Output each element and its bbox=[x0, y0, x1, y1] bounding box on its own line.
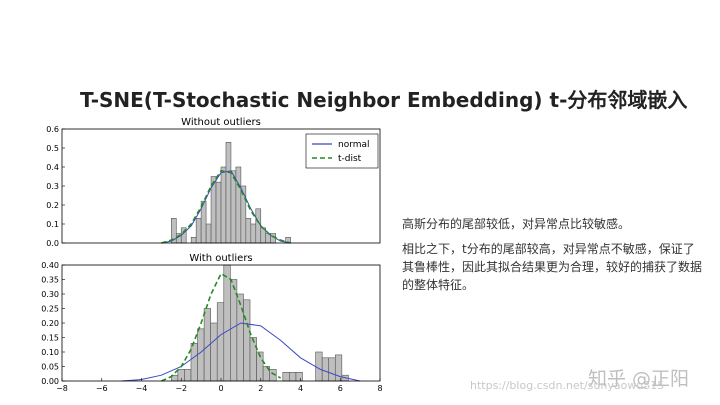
chart-title: Without outliers bbox=[181, 117, 261, 128]
x-tick-label: −6 bbox=[96, 384, 108, 393]
description-t-dist: 相比之下，t分布的尾部较高，对异常点不敏感，保证了其鲁棒性，因此其拟合结果更为合… bbox=[402, 242, 703, 292]
histogram-bar bbox=[295, 371, 303, 382]
histogram-bar bbox=[250, 223, 257, 244]
y-tick-label: 0.1 bbox=[46, 220, 59, 229]
histogram-bar bbox=[220, 166, 227, 244]
histogram-bar bbox=[315, 351, 323, 382]
y-tick-label: 0.00 bbox=[41, 377, 59, 386]
histogram-bar bbox=[282, 371, 290, 382]
histogram-bar bbox=[225, 142, 232, 244]
histogram-bar bbox=[215, 181, 222, 244]
y-tick-label: 0.20 bbox=[41, 319, 59, 328]
histogram-bar bbox=[245, 218, 252, 244]
legend-t-dist-label: t-dist bbox=[338, 154, 362, 164]
x-tick-label: −2 bbox=[175, 384, 187, 393]
y-tick-label: 0.6 bbox=[46, 125, 59, 134]
histogram-bar bbox=[210, 322, 218, 382]
y-tick-label: 0.2 bbox=[46, 201, 59, 210]
histogram-bar bbox=[230, 170, 237, 244]
y-tick-label: 0.35 bbox=[41, 276, 59, 285]
x-tick-label: 4 bbox=[298, 384, 303, 393]
histogram-bar bbox=[249, 337, 257, 382]
histogram-bar bbox=[216, 302, 225, 382]
x-tick-label: 0 bbox=[218, 384, 223, 393]
histogram-bar bbox=[236, 293, 244, 382]
histogram-bar bbox=[321, 357, 330, 382]
y-tick-label: 0.30 bbox=[41, 290, 59, 299]
x-tick-label: 2 bbox=[258, 384, 263, 393]
y-tick-label: 0.0 bbox=[46, 239, 59, 248]
x-tick-label: 8 bbox=[377, 384, 382, 393]
y-tick-label: 0.25 bbox=[41, 305, 59, 314]
description-gaussian: 高斯分布的尾部较低，对异常点比较敏感。 bbox=[402, 217, 631, 231]
y-tick-label: 0.3 bbox=[46, 182, 59, 191]
watermark-brand: 知乎 @正阳 bbox=[588, 368, 690, 390]
histogram-bar bbox=[205, 223, 212, 244]
histogram-bar bbox=[190, 237, 197, 244]
t-dist-curve bbox=[161, 272, 282, 382]
slide-title: T-SNE(T-Stochastic Neighbor Embedding) t… bbox=[80, 88, 688, 112]
histogram-bar bbox=[184, 369, 192, 382]
x-tick-label: 6 bbox=[338, 384, 343, 393]
legend-normal-label: normal bbox=[338, 140, 370, 150]
legend-box bbox=[305, 133, 379, 169]
y-tick-label: 0.4 bbox=[46, 163, 59, 172]
y-tick-label: 0.5 bbox=[46, 144, 59, 153]
x-tick-label: −4 bbox=[136, 384, 148, 393]
histogram-bar bbox=[289, 371, 297, 382]
normal-curve bbox=[121, 322, 361, 382]
histogram-bar bbox=[243, 299, 251, 382]
histogram-bar bbox=[223, 264, 231, 382]
y-tick-label: 0.10 bbox=[41, 348, 59, 357]
y-tick-label: 0.15 bbox=[41, 334, 59, 343]
x-tick-label: −8 bbox=[56, 384, 68, 393]
t-dist-curve bbox=[161, 169, 291, 244]
chart-title: With outliers bbox=[189, 253, 252, 264]
histogram-bar bbox=[235, 166, 242, 244]
histogram-bar bbox=[195, 218, 202, 244]
watermark-url: https://blog.csdn.net/sunyaowu315 bbox=[470, 379, 665, 392]
histogram-bar bbox=[190, 342, 198, 382]
y-tick-label: 0.05 bbox=[41, 363, 59, 372]
histogram-bar bbox=[197, 328, 205, 382]
y-tick-label: 0.40 bbox=[41, 261, 59, 270]
histogram-bar bbox=[328, 357, 336, 382]
